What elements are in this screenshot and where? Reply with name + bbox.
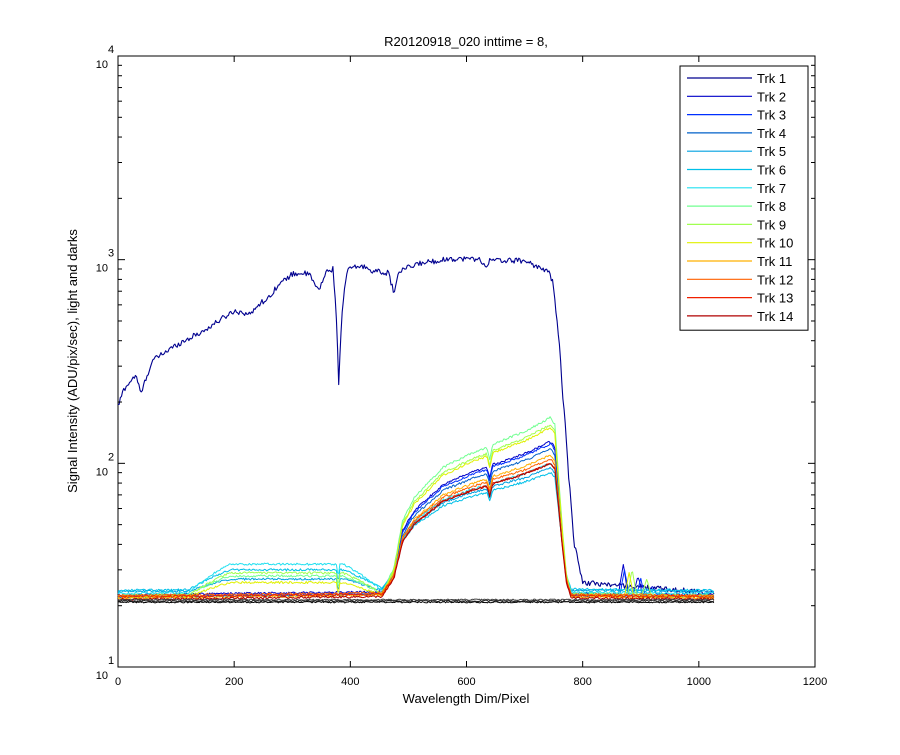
series-line-trk-1	[117, 256, 715, 596]
x-tick-label: 800	[573, 676, 591, 688]
series-line-trk-12	[117, 459, 715, 598]
series-line-dark-14	[117, 601, 715, 604]
legend-entry-label: Trk 9	[757, 217, 786, 232]
y-tick-label-base: 10	[96, 466, 108, 478]
legend: Trk 1 Trk 2 Trk 3 Trk 4 Trk 5 Trk 6 Trk 7 Trk 8…	[679, 65, 809, 331]
x-tick-label: 400	[341, 676, 359, 688]
legend-entry-label: Trk 8	[757, 199, 786, 214]
legend-entry-label: Trk 6	[757, 163, 786, 178]
legend-entry-label: Trk 2	[757, 89, 786, 104]
legend-entry-label: Trk 3	[757, 108, 786, 123]
legend-entry-label: Trk 1	[757, 71, 786, 86]
series-line-dark-15	[117, 599, 715, 603]
x-tick-label: 200	[225, 676, 243, 688]
chart-title: R20120918_020 inttime = 8,	[384, 34, 548, 49]
series-line-dark-16	[117, 598, 715, 601]
series-line-trk-14	[117, 463, 715, 601]
x-tick-label: 600	[457, 676, 475, 688]
legend-entry-label: Trk 5	[757, 144, 786, 159]
y-tick-label-exponent: 4	[108, 44, 114, 56]
legend-entry-label: Trk 12	[757, 272, 793, 287]
x-axis-label: Wavelength Dim/Pixel	[403, 691, 530, 706]
legend-entry-label: Trk 14	[757, 309, 793, 324]
y-tick-label-base: 10	[96, 670, 108, 682]
x-tick-label: 1200	[803, 676, 827, 688]
legend-entry-label: Trk 7	[757, 181, 786, 196]
series-line-trk-11	[117, 454, 714, 600]
legend-entry-label: Trk 13	[757, 291, 793, 306]
y-tick-label-exponent: 3	[108, 248, 114, 260]
series-lines	[117, 256, 715, 604]
series-line-trk-13	[117, 463, 715, 599]
y-tick-label-base: 10	[96, 59, 108, 71]
x-tick-label: 0	[115, 676, 121, 688]
legend-entry-label: Trk 4	[757, 126, 786, 141]
y-axis-label: Signal Intensity (ADU/pix/sec), light an…	[65, 229, 80, 493]
y-tick-label-base: 10	[96, 263, 108, 275]
legend-entry-label: Trk 10	[757, 236, 793, 251]
series-line-trk-6	[117, 472, 714, 592]
x-tick-label: 1000	[687, 676, 711, 688]
legend-box	[679, 65, 809, 331]
legend-entry-label: Trk 11	[757, 254, 792, 269]
y-tick-label-exponent: 2	[108, 451, 114, 463]
y-tick-label-exponent: 1	[108, 655, 114, 667]
